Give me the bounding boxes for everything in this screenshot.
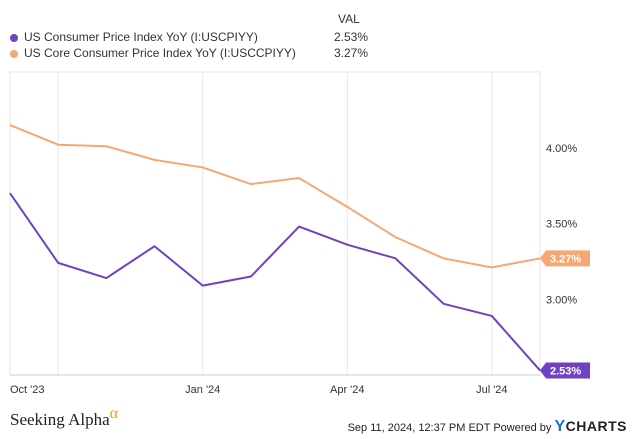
end-value-tag-cpi: 2.53% xyxy=(540,362,590,379)
alpha-logo-icon: α xyxy=(109,405,119,422)
end-value-tag-bg xyxy=(540,250,590,267)
end-value-label: 3.27% xyxy=(550,253,581,265)
x-tick-label: Jul '24 xyxy=(476,384,507,396)
legend-item-core-cpi: US Core Consumer Price Index YoY (I:USCC… xyxy=(10,46,370,62)
y-tick-label: 3.50% xyxy=(546,219,577,231)
x-tick-label: Jan '24 xyxy=(185,384,220,396)
footer-attribution: Sep 11, 2024, 12:37 PM EDT Powered by YC… xyxy=(348,418,627,436)
end-value-tag-core-cpi: 3.27% xyxy=(540,250,590,267)
timestamp: Sep 11, 2024, 12:37 PM EDT xyxy=(347,422,491,434)
legend-label-core-cpi: US Core Consumer Price Index YoY (I:USCC… xyxy=(24,46,296,60)
legend-item-cpi: US Consumer Price Index YoY (I:USCPIYY) … xyxy=(10,30,370,46)
legend-value-cpi: 2.53% xyxy=(333,30,368,44)
end-value-label: 2.53% xyxy=(550,365,581,377)
x-tick-label: Oct '23 xyxy=(10,384,45,396)
x-tick-label: Apr '24 xyxy=(330,384,365,396)
y-tick-label: 3.00% xyxy=(546,294,577,306)
plot-area-border xyxy=(9,71,541,376)
legend-swatch-cpi xyxy=(10,34,18,42)
legend-value-core-cpi: 3.27% xyxy=(333,46,368,60)
brand-name: Seeking Alpha xyxy=(10,410,110,429)
y-tick-label: 4.00% xyxy=(546,143,577,155)
end-value-tag-bg xyxy=(540,362,590,379)
legend-value-header: VAL xyxy=(338,12,360,26)
legend-swatch-core-cpi xyxy=(10,50,18,58)
series-line-cpi xyxy=(9,192,541,372)
ycharts-logo: YCHARTS xyxy=(554,418,627,435)
series-line-core-cpi xyxy=(9,124,541,269)
ycharts-wordmark: CHARTS xyxy=(565,418,627,434)
seeking-alpha-logo: Seeking Alphaα xyxy=(10,405,118,430)
powered-by: Powered by xyxy=(493,422,552,434)
legend-label-cpi: US Consumer Price Index YoY (I:USCPIYY) xyxy=(24,30,258,44)
ycharts-y-icon: Y xyxy=(554,418,566,435)
